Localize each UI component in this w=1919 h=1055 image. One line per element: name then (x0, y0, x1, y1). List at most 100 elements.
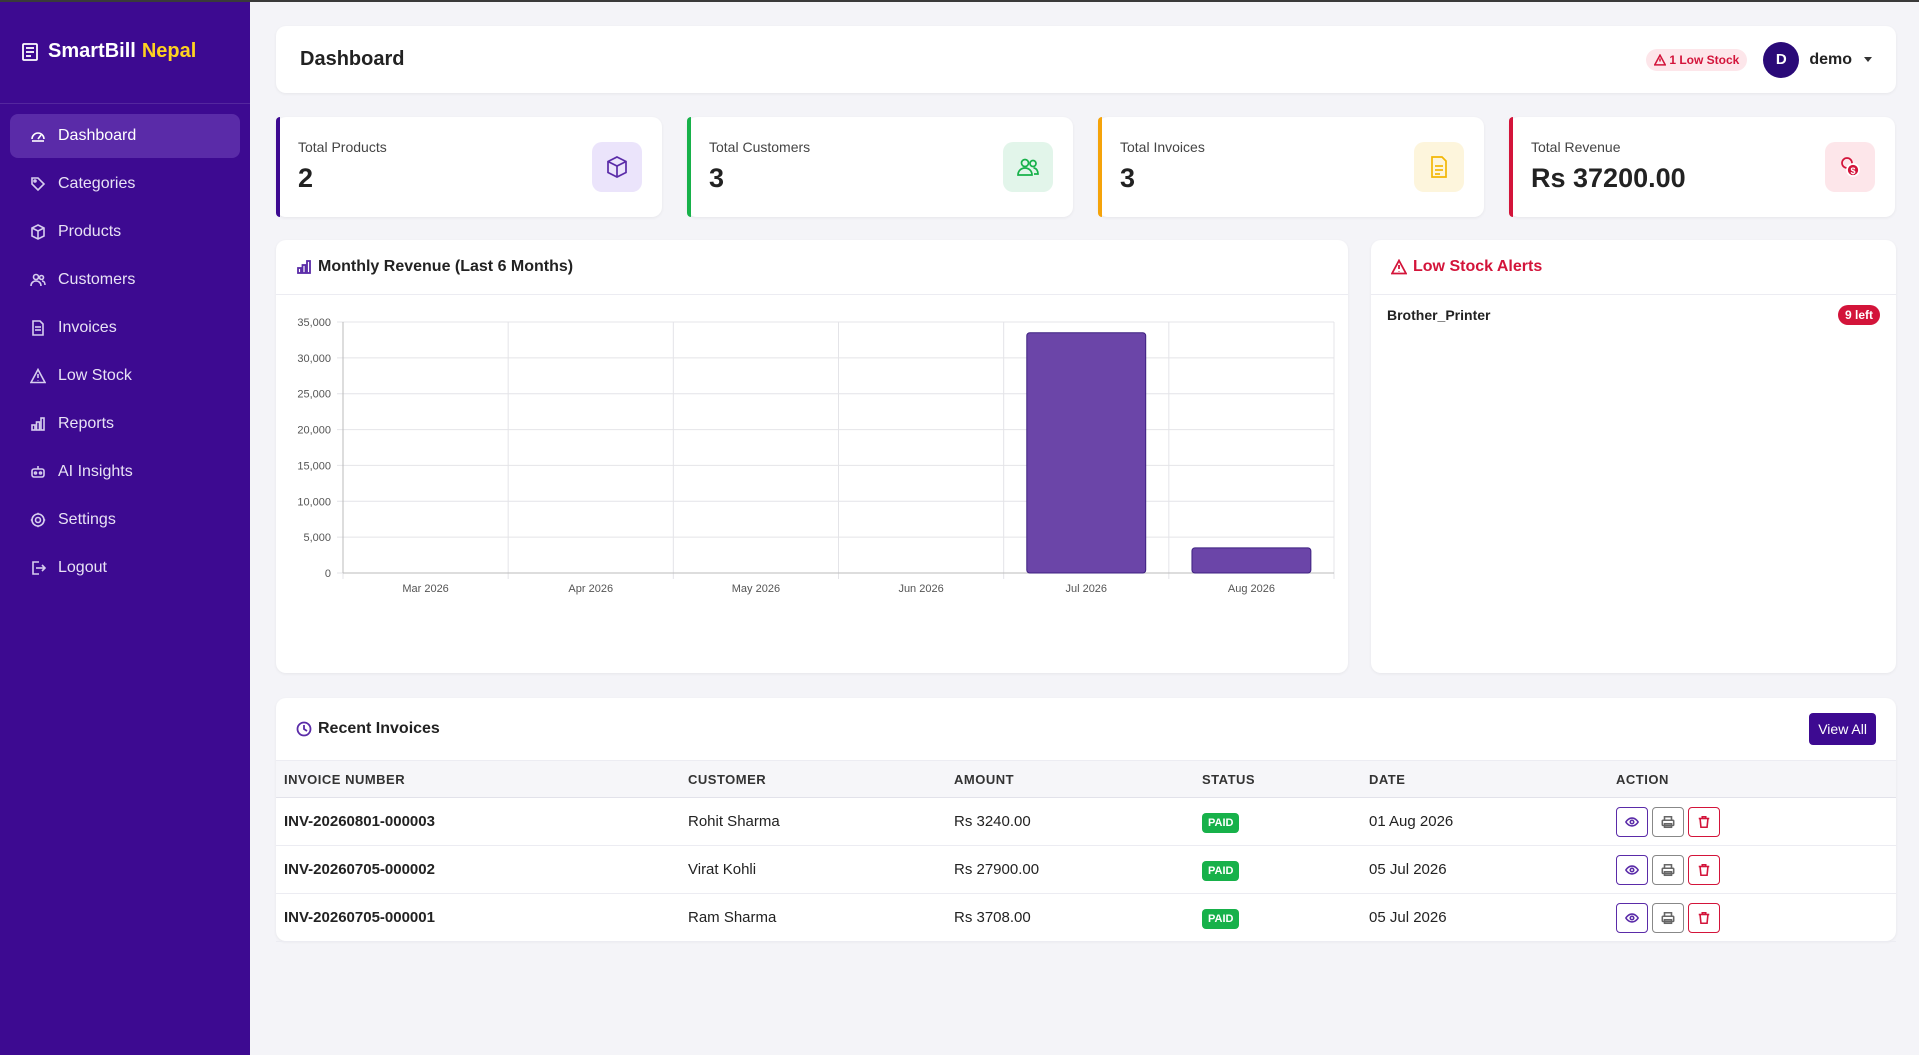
view-button[interactable] (1616, 902, 1648, 933)
status-badge: PAID (1202, 813, 1240, 833)
invoice-amount: Rs 27900.00 (954, 845, 1202, 894)
table-header-row: INVOICE NUMBER CUSTOMER AMOUNT STATUS DA… (276, 760, 1896, 798)
x-tick-label: Jun 2026 (898, 583, 943, 595)
sidebar-item-invoices[interactable]: Invoices (10, 306, 240, 350)
warning-icon (1391, 259, 1407, 275)
svg-text:$: $ (1850, 166, 1855, 176)
status-badge: PAID (1202, 909, 1240, 929)
y-tick-label: 10,000 (297, 496, 331, 508)
y-tick-label: 20,000 (297, 425, 331, 437)
bar-chart-icon (297, 260, 311, 274)
file-icon (32, 320, 44, 336)
printer-icon (1661, 863, 1675, 876)
sidebar-item-categories[interactable]: Categories (10, 162, 240, 206)
stat-card-invoices: Total Invoices 3 (1098, 117, 1484, 217)
sidebar-item-settings[interactable]: Settings (10, 498, 240, 542)
low-stock-alerts-card: Low Stock Alerts Brother_Printer 9 left (1371, 240, 1896, 673)
sidebar-item-label: Low Stock (58, 367, 132, 384)
top-header: Dashboard 1 Low Stock D demo (276, 26, 1896, 93)
invoice-number[interactable]: INV-20260801-000003 (276, 797, 688, 846)
robot-icon (31, 466, 45, 478)
sidebar-item-label: AI Insights (58, 463, 133, 480)
stat-card-products: Total Products 2 (276, 117, 662, 217)
delete-button[interactable] (1688, 902, 1720, 933)
status-badge: PAID (1202, 861, 1240, 881)
eye-icon (1625, 912, 1639, 923)
bar-chart-icon (31, 417, 45, 431)
invoice-customer: Rohit Sharma (688, 797, 954, 846)
chart-bar (1191, 547, 1312, 574)
dashboard-icon (31, 132, 45, 142)
table-row: INV-20260705-000002 Virat Kohli Rs 27900… (276, 845, 1896, 894)
sidebar-item-reports[interactable]: Reports (10, 402, 240, 446)
column-header: STATUS (1202, 760, 1369, 798)
list-item[interactable]: Brother_Printer 9 left (1371, 295, 1896, 325)
column-header: CUSTOMER (688, 760, 954, 798)
stock-left-badge: 9 left (1837, 305, 1880, 325)
invoice-customer: Virat Kohli (688, 845, 954, 894)
invoice-number[interactable]: INV-20260705-000001 (276, 893, 688, 942)
delete-button[interactable] (1688, 806, 1720, 837)
print-button[interactable] (1652, 806, 1684, 837)
x-tick-label: Aug 2026 (1228, 583, 1275, 595)
avatar[interactable]: D (1763, 41, 1800, 78)
print-button[interactable] (1652, 854, 1684, 885)
chevron-down-icon[interactable] (1864, 57, 1872, 62)
y-tick-label: 35,000 (297, 317, 331, 329)
sidebar-item-customers[interactable]: Customers (10, 258, 240, 302)
window-top-border (0, 0, 1919, 2)
stat-label: Total Revenue (1531, 139, 1621, 155)
sidebar-item-label: Logout (58, 559, 107, 576)
view-button[interactable] (1616, 854, 1648, 885)
stat-card-revenue: Total Revenue Rs 37200.00 $ (1509, 117, 1895, 217)
stat-accent-bar (687, 117, 691, 217)
low-stock-badge-label: 1 Low Stock (1669, 52, 1740, 67)
users-icon (1003, 142, 1053, 192)
brand-logo[interactable]: SmartBill Nepal (0, 0, 250, 104)
page-title: Dashboard (300, 48, 405, 70)
stat-label: Total Invoices (1120, 139, 1205, 155)
delete-button[interactable] (1688, 854, 1720, 885)
sidebar: SmartBill Nepal Dashboard Categories Prod… (0, 0, 250, 1055)
sidebar-item-logout[interactable]: Logout (10, 546, 240, 590)
eye-icon (1625, 816, 1639, 827)
stat-accent-bar (276, 117, 280, 217)
username[interactable]: demo (1809, 50, 1852, 68)
trash-icon (1698, 815, 1710, 828)
column-header: ACTION (1616, 760, 1896, 798)
low-stock-badge[interactable]: 1 Low Stock (1646, 48, 1748, 71)
sidebar-item-ai-insights[interactable]: AI Insights (10, 450, 240, 494)
coins-icon: $ (1825, 142, 1875, 192)
sidebar-nav: Dashboard Categories Products Customers … (0, 104, 250, 590)
gear-icon (30, 512, 46, 528)
invoices-title: Recent Invoices (318, 720, 440, 737)
chart-title: Monthly Revenue (Last 6 Months) (318, 258, 574, 275)
stat-label: Total Customers (709, 139, 811, 155)
print-button[interactable] (1652, 902, 1684, 933)
printer-icon (1661, 815, 1675, 828)
box-icon (31, 224, 45, 240)
invoice-actions (1616, 893, 1896, 942)
sidebar-item-low-stock[interactable]: Low Stock (10, 354, 240, 398)
x-tick-label: Jul 2026 (1065, 583, 1107, 595)
sidebar-item-dashboard[interactable]: Dashboard (10, 114, 240, 158)
brand-name: SmartBill (48, 40, 136, 62)
chart-bar (1026, 332, 1147, 574)
sidebar-item-label: Settings (58, 511, 116, 528)
view-button[interactable] (1616, 806, 1648, 837)
chart-header: Monthly Revenue (Last 6 Months) (276, 240, 1348, 295)
file-icon (1414, 142, 1464, 192)
sidebar-item-label: Dashboard (58, 127, 137, 144)
invoice-number[interactable]: INV-20260705-000002 (276, 845, 688, 894)
table-row: INV-20260801-000003 Rohit Sharma Rs 3240… (276, 797, 1896, 846)
stat-value: Rs 37200.00 (1531, 163, 1686, 193)
box-icon (592, 142, 642, 192)
sidebar-item-products[interactable]: Products (10, 210, 240, 254)
invoice-amount: Rs 3708.00 (954, 893, 1202, 942)
column-header: DATE (1369, 760, 1616, 798)
view-all-button[interactable]: View All (1809, 713, 1876, 745)
x-tick-label: Apr 2026 (568, 583, 613, 595)
invoice-date: 05 Jul 2026 (1369, 893, 1616, 942)
sidebar-item-label: Invoices (58, 319, 117, 336)
invoice-actions (1616, 845, 1896, 894)
